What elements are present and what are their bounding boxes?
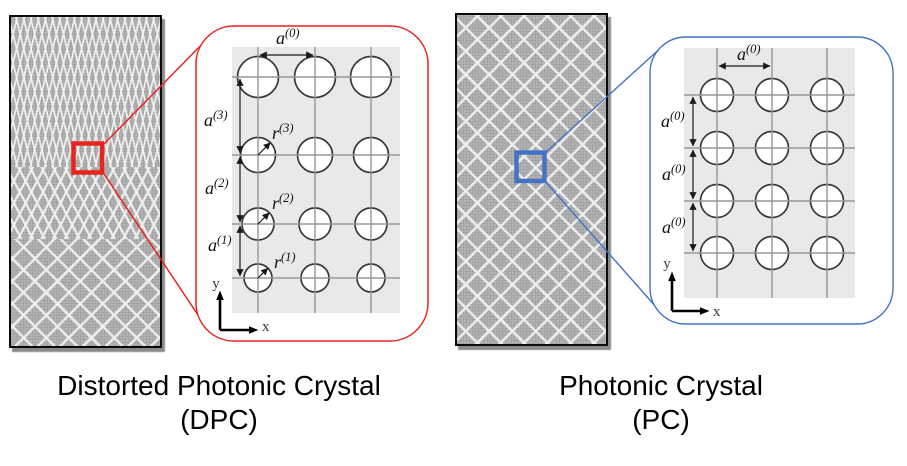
dpc-dimension-arrows bbox=[236, 51, 314, 279]
dpc-texture-band-transition bbox=[11, 167, 160, 239]
dpc-label-r1: r(1) bbox=[274, 250, 296, 272]
pc-x-axis-arrowhead bbox=[700, 307, 710, 315]
dpc-x-axis-arrowhead bbox=[249, 326, 259, 334]
pc-connector-line-top bbox=[543, 43, 666, 155]
dpc-x-axis-label: x bbox=[262, 319, 270, 335]
pc-dimension-arrows bbox=[689, 62, 771, 252]
dpc-radius-arrow-r3 bbox=[257, 142, 271, 156]
dpc-label-a1: a(1) bbox=[208, 233, 232, 255]
pc-zoom-region-square bbox=[514, 150, 547, 184]
pc-label-a0-top: a(0) bbox=[737, 42, 761, 64]
pc-caption: Photonic Crystal (PC) bbox=[450, 369, 872, 437]
pc-x-axis-label: x bbox=[713, 304, 721, 320]
pc-lattice-grid bbox=[684, 48, 855, 298]
pc-caption-line2: (PC) bbox=[632, 404, 690, 435]
dpc-y-axis-arrowhead bbox=[216, 290, 224, 300]
dpc-label-a3: a(3) bbox=[204, 108, 228, 130]
dpc-caption-line1: Distorted Photonic Crystal bbox=[57, 370, 381, 401]
dpc-radius-arrow-r2 bbox=[257, 212, 270, 225]
dpc-y-axis-label: y bbox=[212, 276, 220, 292]
dpc-axes: y x bbox=[212, 276, 270, 335]
pc-axes: y x bbox=[663, 256, 721, 320]
pc-connector-line-bottom bbox=[543, 179, 665, 317]
pc-y-axis-label: y bbox=[663, 256, 671, 272]
dpc-label-r2: r(2) bbox=[272, 191, 294, 213]
dpc-label-a0: a(0) bbox=[276, 26, 300, 48]
dpc-zoom-region-square bbox=[71, 141, 105, 175]
pc-zoom-panel: a(0) a(0) a(0) a(0) y x bbox=[514, 36, 894, 325]
pc-label-a0-row3: a(0) bbox=[662, 215, 686, 237]
pc-label-a0-row2: a(0) bbox=[662, 162, 686, 184]
dpc-caption: Distorted Photonic Crystal (DPC) bbox=[8, 369, 430, 437]
dpc-label-a2: a(2) bbox=[205, 176, 229, 198]
dpc-label-r3: r(3) bbox=[272, 121, 294, 143]
dpc-connector-line-bottom bbox=[101, 170, 207, 328]
dpc-texture-image bbox=[9, 15, 162, 348]
dpc-connector-line-top bbox=[101, 31, 215, 147]
dpc-radius-arrow-r1 bbox=[257, 267, 269, 279]
dpc-zoom-panel: a(0) a(3) a(2) a(1) r(3) r(2) r(1) y x bbox=[71, 25, 429, 342]
dpc-texture-band-diamond bbox=[11, 239, 160, 346]
pc-label-a0-row1: a(0) bbox=[661, 109, 685, 131]
pc-y-axis-arrowhead bbox=[668, 271, 676, 281]
pc-caption-line1: Photonic Crystal bbox=[559, 370, 763, 401]
dpc-lattice-grid bbox=[232, 47, 400, 313]
dpc-caption-line2: (DPC) bbox=[180, 404, 258, 435]
